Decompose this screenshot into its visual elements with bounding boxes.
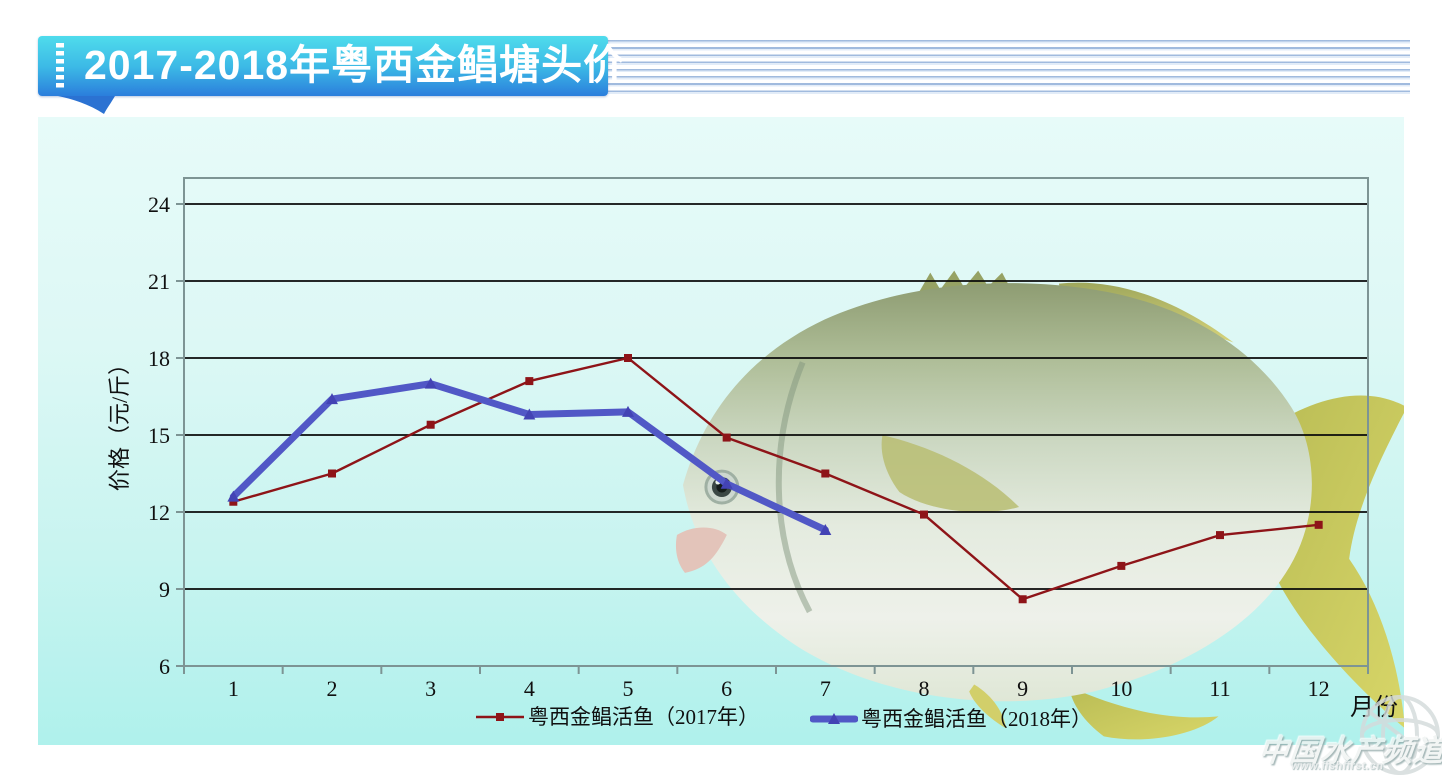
marker-2017-m12 xyxy=(1314,520,1323,529)
y-tick-label-18: 18 xyxy=(148,346,170,371)
title-banner: 2017-2018年粤西金鲳塘头价 xyxy=(38,36,626,96)
y-tick-label-6: 6 xyxy=(159,654,170,679)
x-tick-label-9: 9 xyxy=(1017,676,1028,701)
legend-item-2018: 粤西金鲳活鱼（2018年） xyxy=(810,707,1092,731)
marker-2017-m2 xyxy=(328,469,336,478)
marker-2018-m2 xyxy=(326,393,338,405)
fish-anal-fin xyxy=(1068,686,1219,740)
marker-2018-m4 xyxy=(523,408,536,420)
x-tick-label-10: 10 xyxy=(1110,676,1132,701)
legend-label-2017: 粤西金鲳活鱼（2017年） xyxy=(528,705,759,729)
chart-panel: 6 9 12 15 18 21 24 1 2 3 4 5 6 7 8 9 10 11 12 价格（元/斤） 月份 粤西金… xyxy=(38,117,1404,745)
legend-label-2018: 粤西金鲳活鱼（2018年） xyxy=(861,707,1092,731)
x-tick-label-6: 6 xyxy=(721,676,732,701)
legend-line-2017-icon xyxy=(476,713,524,721)
marker-2018-m5 xyxy=(622,405,634,417)
x-tick-label-11: 11 xyxy=(1209,676,1230,701)
marker-2017-m3 xyxy=(426,420,435,429)
marker-2017-m4 xyxy=(525,377,534,386)
marker-2017-m9 xyxy=(1018,595,1027,604)
globe-icon xyxy=(1360,695,1440,775)
marker-2018-m3 xyxy=(424,377,437,389)
x-tick-label-8: 8 xyxy=(919,676,930,701)
banner-tail xyxy=(58,96,115,114)
series-line-2018 xyxy=(229,380,829,534)
y-axis-title: 价格（元/斤） xyxy=(107,353,132,491)
marker-2017-m6 xyxy=(722,433,731,442)
x-tick-label-3: 3 xyxy=(425,676,436,701)
y-tick-label-21: 21 xyxy=(148,269,170,294)
x-tick-label-1: 1 xyxy=(228,676,239,701)
series-line-2017 xyxy=(232,356,1320,601)
legend-item-2017: 粤西金鲳活鱼（2017年） xyxy=(475,705,759,729)
marker-2017-m8 xyxy=(920,510,928,519)
fish-gill-line xyxy=(775,361,813,614)
x-tick-label-7: 7 xyxy=(820,676,831,701)
marker-2017-m1 xyxy=(229,497,238,506)
marker-2018-m7 xyxy=(819,523,832,535)
fish-pelvic-fin xyxy=(969,684,1007,729)
header-pinstripes xyxy=(604,40,1410,97)
y-tick-label-12: 12 xyxy=(148,500,170,525)
banner-dotted-bar xyxy=(56,43,64,91)
marker-2017-m11 xyxy=(1216,531,1224,540)
y-tick-label-9: 9 xyxy=(159,577,170,602)
y-tick-label-15: 15 xyxy=(148,423,170,448)
y-tick-label-24: 24 xyxy=(148,192,170,217)
x-tick-label-4: 4 xyxy=(524,676,535,701)
marker-2018-m6 xyxy=(720,477,733,489)
x-tick-label-5: 5 xyxy=(623,676,634,701)
watermark: 中国水产频道 www.fishfirst.cn xyxy=(1233,690,1442,780)
fish-pectoral-fin xyxy=(881,435,1020,512)
marker-2017-m10 xyxy=(1117,561,1126,570)
x-tick-label-2: 2 xyxy=(327,676,338,701)
fish-mouth xyxy=(675,527,727,573)
legend-line-2018-icon xyxy=(810,713,858,724)
marker-2017-m5 xyxy=(624,354,632,362)
marker-2017-m7 xyxy=(821,469,830,478)
watermark-url: www.fishfirst.cn xyxy=(1290,760,1385,772)
plot-border xyxy=(183,177,1369,667)
marker-2018-m1 xyxy=(227,490,240,502)
x-tick-label-12: 12 xyxy=(1308,676,1330,701)
page-title: 2017-2018年粤西金鲳塘头价 xyxy=(84,42,626,88)
